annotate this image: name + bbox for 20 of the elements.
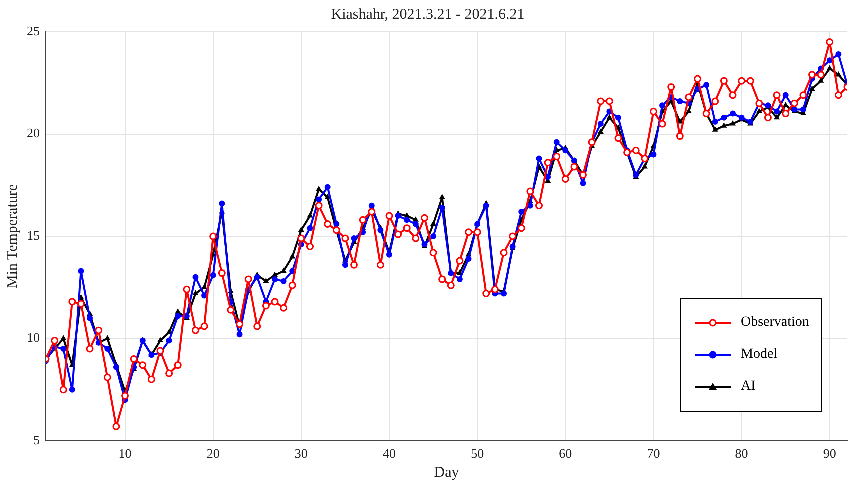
x-axis-title: Day xyxy=(434,464,460,481)
x-tick-label: 10 xyxy=(118,446,132,462)
legend-label: AI xyxy=(741,379,756,395)
legend-label: Observation xyxy=(741,315,810,331)
y-tick-label: 10 xyxy=(27,330,40,346)
x-tick-label: 20 xyxy=(206,446,220,462)
y-tick-label: 25 xyxy=(27,23,40,38)
x-tick-label: 50 xyxy=(471,446,484,462)
y-tick-label: 20 xyxy=(27,126,40,141)
y-tick-label: 15 xyxy=(27,228,40,243)
x-tick-label: 30 xyxy=(294,446,308,462)
y-tick-label: 5 xyxy=(34,432,40,448)
x-tick-label: 60 xyxy=(559,446,572,462)
y-axis-title: Min Temperature xyxy=(4,184,21,289)
x-tick-label: 80 xyxy=(735,446,748,462)
x-tick-label: 40 xyxy=(383,446,396,462)
x-tick-label: 70 xyxy=(647,446,660,462)
legend-label: Model xyxy=(741,347,778,363)
x-tick-label: 90 xyxy=(823,446,836,462)
chart-title: Kiashahr, 2021.3.21 - 2021.6.21 xyxy=(331,6,525,23)
